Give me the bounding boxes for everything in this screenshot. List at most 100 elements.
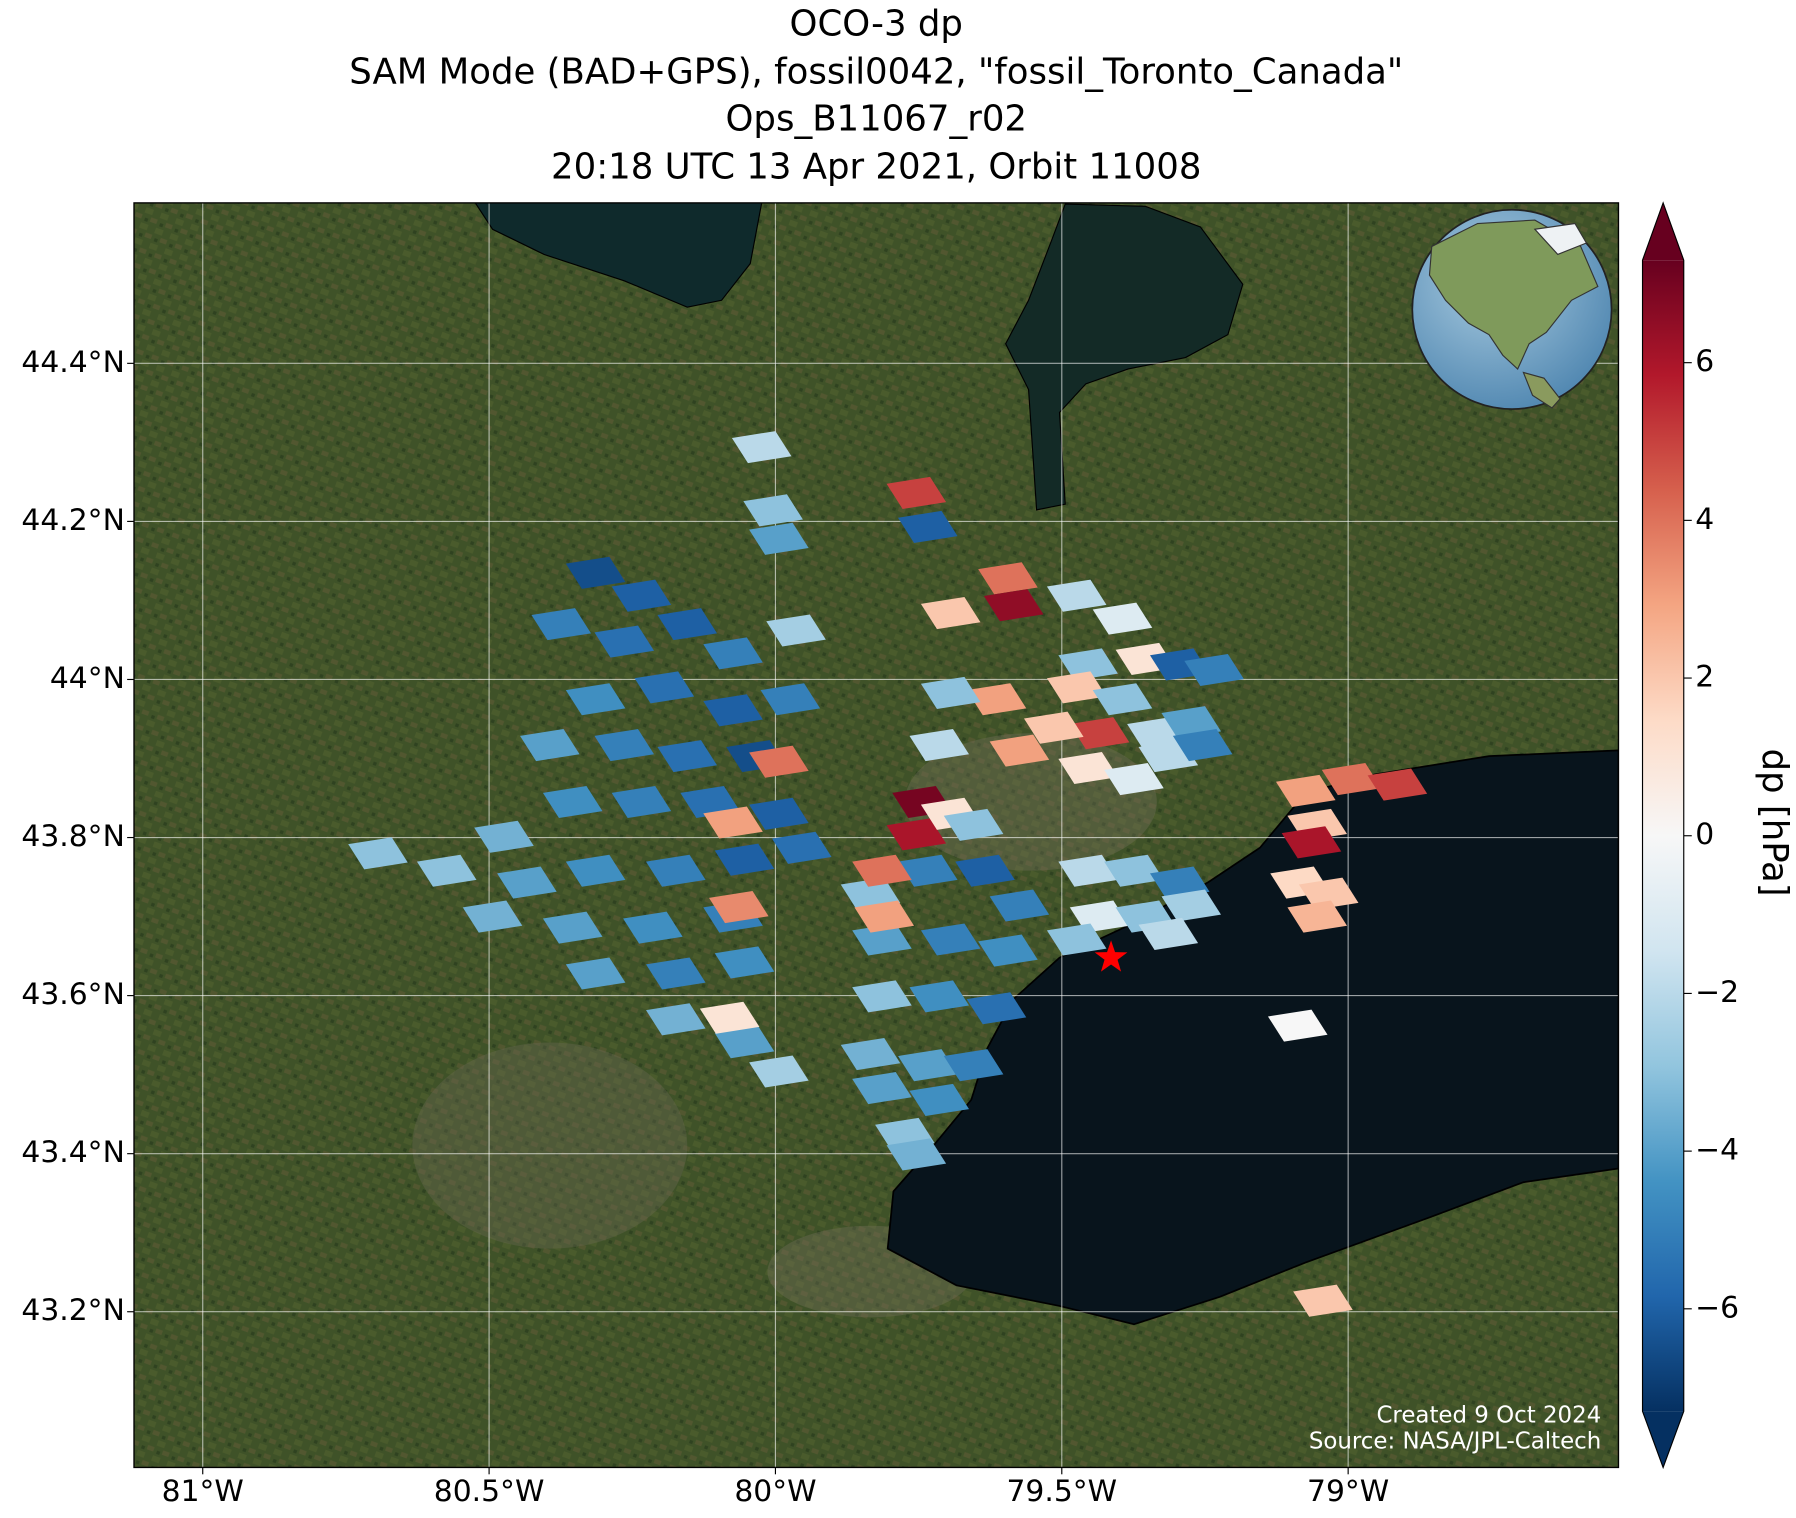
sounding (909, 980, 970, 1013)
sounding (520, 729, 580, 762)
sounding (989, 734, 1050, 767)
sounding (852, 854, 912, 887)
colorbar-tick-label: −4 (1695, 1133, 1739, 1168)
map-frame (133, 202, 1620, 1469)
sounding (1058, 648, 1118, 681)
sounding (565, 683, 626, 716)
sounding (1161, 706, 1222, 739)
sounding (1104, 854, 1164, 887)
sounding (497, 866, 557, 899)
sounding (749, 745, 809, 778)
sounding (474, 820, 534, 853)
sounding (699, 1001, 760, 1034)
colorbar-tick-label: 2 (1695, 660, 1714, 695)
sounding (565, 556, 626, 589)
sounding (1069, 717, 1130, 750)
sounding (565, 854, 626, 887)
sounding (611, 785, 672, 819)
colorbar-scale (1642, 260, 1684, 1412)
sounding (1092, 602, 1153, 635)
sounding (920, 676, 981, 709)
sounding (1267, 1009, 1328, 1042)
colorbar-tick-label: 6 (1695, 344, 1714, 379)
sounding (1161, 889, 1222, 922)
urban-area (412, 1042, 688, 1249)
sounding (646, 1003, 706, 1036)
sounding (983, 589, 1044, 622)
sounding (714, 1026, 775, 1059)
sounding (731, 431, 792, 464)
colorbar-tick-label: −2 (1695, 975, 1739, 1010)
sounding (749, 797, 809, 830)
sounding (594, 625, 655, 658)
sounding (1367, 768, 1428, 801)
lake-simcoe (1005, 203, 1244, 511)
colorbar-outline (1641, 201, 1685, 1470)
sounding (594, 729, 655, 762)
south-america (1522, 371, 1561, 409)
sounding (1058, 854, 1118, 887)
sounding (852, 923, 912, 956)
annotation: Created 9 Oct 2024 (1376, 1402, 1601, 1428)
sounding (840, 877, 901, 910)
y-tick-label: 43.4°N (21, 1135, 124, 1170)
y-tick-label: 43.2°N (21, 1293, 124, 1328)
sounding (898, 1049, 958, 1082)
colorbar-label: dp [hPa] (1754, 749, 1795, 897)
y-tick-label: 43.6°N (21, 977, 124, 1012)
title-line: SAM Mode (BAD+GPS), fossil0042, "fossil_… (349, 51, 1403, 92)
sounding (943, 808, 1004, 841)
map (134, 202, 1619, 1468)
sounding (772, 831, 832, 864)
greenland (1533, 222, 1588, 256)
sounding (542, 785, 603, 819)
target-star (1094, 940, 1128, 972)
sounding (943, 1049, 1004, 1082)
y-tick-label: 44.2°N (21, 503, 124, 538)
sounding (542, 911, 603, 944)
title-line: 20:18 UTC 13 Apr 2021, Orbit 11008 (551, 147, 1201, 188)
sounding (840, 1038, 901, 1071)
title-line: OCO-3 dp (790, 3, 963, 44)
sounding (886, 476, 947, 509)
sounding (749, 1055, 809, 1088)
sounding (955, 854, 1015, 887)
x-tick-label: 80.5°W (434, 1474, 545, 1509)
sounding (714, 946, 775, 979)
sounding (1293, 1284, 1353, 1317)
sounding (743, 494, 803, 527)
sounding (760, 683, 821, 716)
y-tick-label: 44.4°N (21, 345, 124, 380)
sounding (909, 729, 970, 762)
x-tick-label: 81°W (162, 1474, 244, 1509)
y-tick-label: 43.8°N (21, 819, 124, 854)
sounding (1298, 877, 1359, 910)
title-line: Ops_B11067_r02 (725, 98, 1027, 139)
sounding (1281, 826, 1342, 859)
sounding (348, 837, 408, 870)
sounding (462, 900, 523, 933)
annotation: Source: NASA/JPL-Caltech (1309, 1429, 1601, 1455)
sounding (657, 608, 718, 641)
sounding (966, 683, 1027, 716)
sounding (898, 854, 958, 887)
sounding (1046, 671, 1107, 704)
sounding (646, 854, 706, 887)
sounding (909, 1083, 970, 1116)
sounding (766, 614, 826, 647)
sounding (1023, 711, 1084, 744)
sounding (634, 671, 695, 704)
sounding (611, 579, 672, 612)
sounding (886, 818, 947, 851)
sounding (852, 980, 912, 1013)
sounding (531, 608, 592, 641)
inset-globe (1411, 208, 1613, 410)
sounding (703, 637, 763, 670)
colorbar-extend-top (1642, 202, 1684, 261)
sounding (1046, 579, 1107, 612)
sounding (920, 923, 981, 956)
georgian-bay (474, 202, 763, 308)
colorbar-tick-label: 4 (1695, 502, 1714, 537)
sounding (1104, 763, 1164, 796)
